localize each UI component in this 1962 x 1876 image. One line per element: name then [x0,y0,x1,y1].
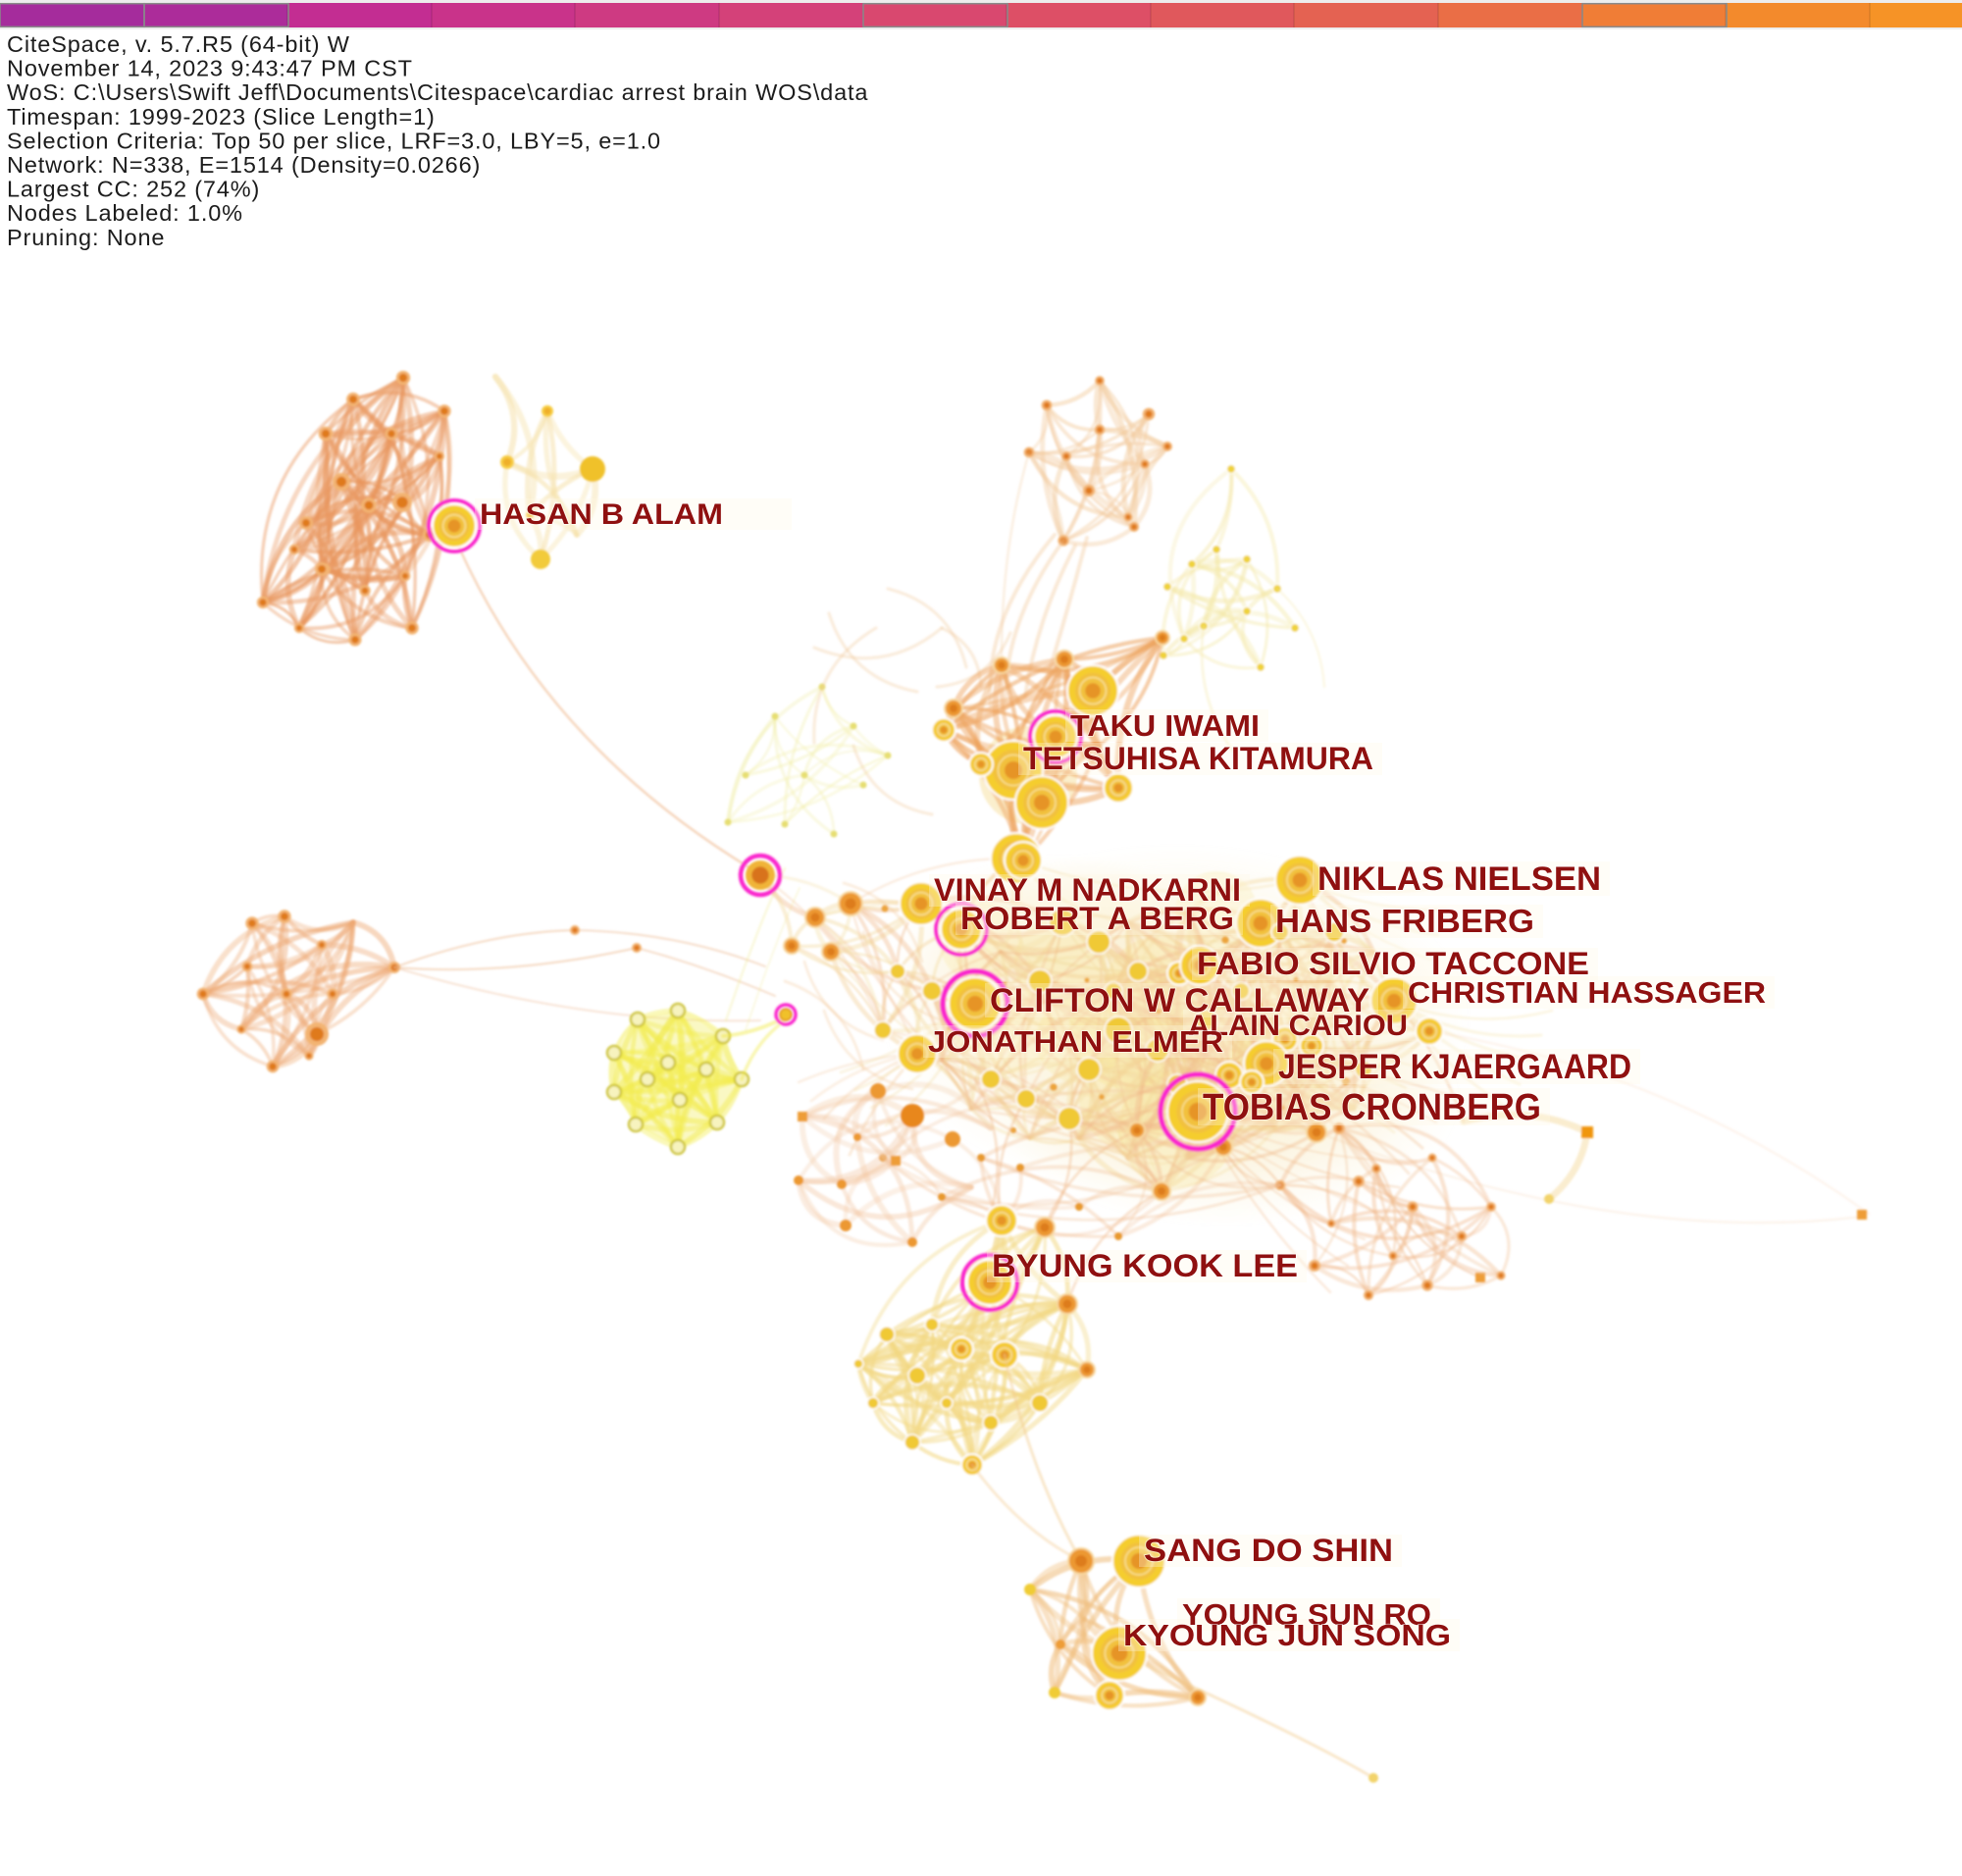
svg-text:VINAY M NADKARNI: VINAY M NADKARNI [934,872,1241,908]
svg-text:CiteSpace, v. 5.7.R5 (64-bit): CiteSpace, v. 5.7.R5 (64-bit) W [7,31,350,57]
svg-text:YOUNG SUN RO: YOUNG SUN RO [1182,1597,1431,1632]
svg-text:HASAN B ALAM: HASAN B ALAM [480,498,723,531]
svg-text:ALAIN CARIOU: ALAIN CARIOU [1188,1010,1408,1042]
svg-text:Largest CC: 252 (74%): Largest CC: 252 (74%) [7,177,260,202]
svg-text:Nodes Labeled: 1.0%: Nodes Labeled: 1.0% [7,200,243,226]
svg-text:WoS: C:\Users\Swift Jeff\Docum: WoS: C:\Users\Swift Jeff\Documents\Cites… [7,79,868,105]
svg-text:FABIO SILVIO TACCONE: FABIO SILVIO TACCONE [1197,946,1589,981]
svg-text:SANG DO SHIN: SANG DO SHIN [1144,1533,1393,1568]
svg-text:Pruning: None: Pruning: None [7,225,165,250]
svg-text:CLIFTON W CALLAWAY: CLIFTON W CALLAWAY [990,982,1369,1019]
svg-text:BYUNG KOOK LEE: BYUNG KOOK LEE [992,1248,1298,1283]
svg-text:KYOUNG JUN SONG: KYOUNG JUN SONG [1123,1618,1451,1652]
svg-text:HANS FRIBERG: HANS FRIBERG [1275,903,1534,939]
svg-text:November 14, 2023 9:43:47 PM C: November 14, 2023 9:43:47 PM CST [7,56,413,81]
svg-text:CHRISTIAN HASSAGER: CHRISTIAN HASSAGER [1408,975,1766,1010]
svg-text:TAKU IWAMI: TAKU IWAMI [1070,708,1260,743]
svg-text:JESPER KJAERGAARD: JESPER KJAERGAARD [1278,1048,1631,1086]
svg-text:ROBERT A BERG: ROBERT A BERG [960,901,1234,936]
svg-text:NIKLAS NIELSEN: NIKLAS NIELSEN [1317,860,1601,898]
svg-text:Selection Criteria: Top 50 per: Selection Criteria: Top 50 per slice, LR… [7,128,661,153]
svg-text:JONATHAN ELMER: JONATHAN ELMER [928,1024,1223,1059]
svg-text:Network: N=338, E=1514 (Densit: Network: N=338, E=1514 (Density=0.0266) [7,152,481,178]
svg-text:TETSUHISA KITAMURA: TETSUHISA KITAMURA [1023,741,1373,776]
svg-text:Timespan: 1999-2023 (Slice Len: Timespan: 1999-2023 (Slice Length=1) [7,104,436,130]
svg-text:TOBIAS CRONBERG: TOBIAS CRONBERG [1203,1087,1541,1128]
